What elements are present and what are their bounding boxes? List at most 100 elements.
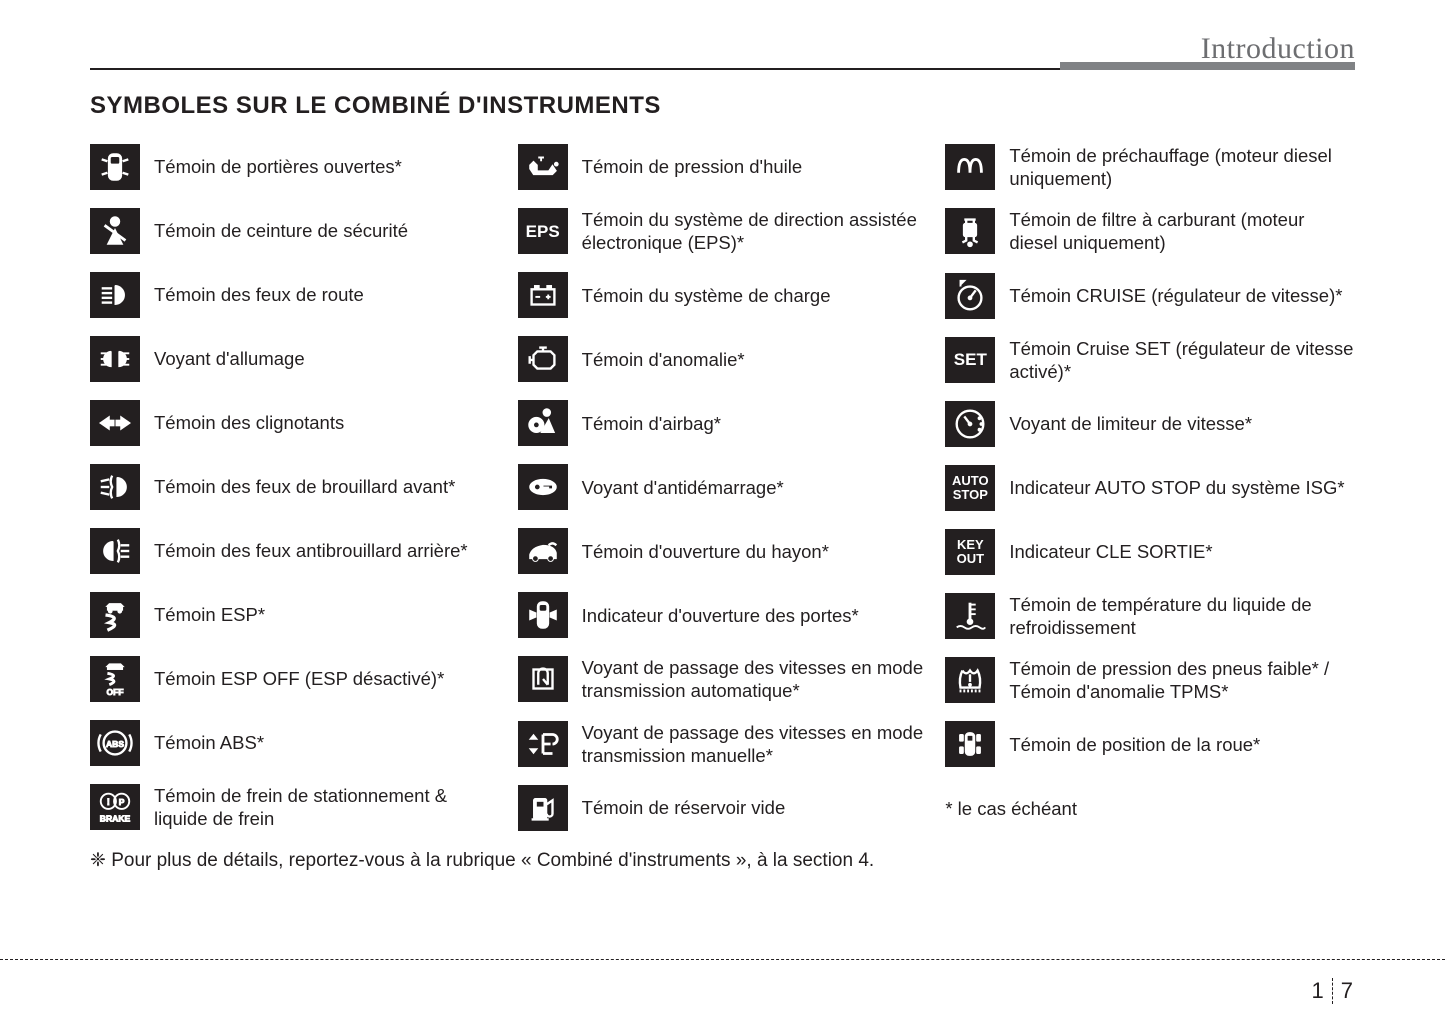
page-separator-dashed (0, 959, 1445, 960)
glow-plug-icon (945, 144, 995, 190)
symbol-row: Témoin de préchauffage (moteur diesel un… (945, 144, 1355, 190)
asterisk-note: * le cas échéant (945, 797, 1077, 820)
symbol-label: Témoin d'ouverture du hayon* (582, 540, 829, 563)
speed-limit-icon (945, 401, 995, 447)
symbol-label: Témoin CRUISE (régulateur de vitesse)* (1009, 284, 1342, 307)
cruise-icon (945, 273, 995, 319)
symbol-row: Témoin d'ouverture du hayon* (518, 528, 928, 574)
symbol-label: Témoin ESP OFF (ESP désactivé)* (154, 667, 444, 690)
svg-text:P: P (119, 797, 125, 807)
abs-icon: ABS (90, 720, 140, 766)
symbol-label: Voyant de passage des vitesses en mode t… (582, 721, 928, 767)
symbol-row: Indicateur d'ouverture des portes* (518, 592, 928, 638)
symbol-label: Témoin ABS* (154, 731, 264, 754)
symbol-row: Témoin des feux de route (90, 272, 500, 318)
door-ajar-icon (90, 144, 140, 190)
check-engine-icon (518, 336, 568, 382)
symbols-grid: Témoin de portières ouvertes* Témoin de … (90, 144, 1355, 831)
esp-off-icon: OFF (90, 656, 140, 702)
symbol-label: Voyant de passage des vitesses en mode t… (582, 656, 928, 702)
fuel-filter-icon (945, 208, 995, 254)
immobilizer-icon (518, 464, 568, 510)
symbol-row: KEY OUT Indicateur CLE SORTIE* (945, 529, 1355, 575)
wheel-position-icon (945, 721, 995, 767)
symbol-row: Témoin de position de la roue* (945, 721, 1355, 767)
symbol-label: Témoin de préchauffage (moteur diesel un… (1009, 144, 1355, 190)
page-number-separator (1332, 978, 1333, 1004)
symbol-row: Témoin des feux de brouillard avant* (90, 464, 500, 510)
symbol-row: Témoin de ceinture de sécurité (90, 208, 500, 254)
symbol-label: Indicateur d'ouverture des portes* (582, 604, 859, 627)
symbol-label: Témoin de pression d'huile (582, 155, 803, 178)
auto-stop-icon: AUTO STOP (945, 465, 995, 511)
symbol-label: Voyant d'antidémarrage* (582, 476, 784, 499)
symbol-row: Témoin d'airbag* (518, 400, 928, 446)
symbol-label: Témoin de portières ouvertes* (154, 155, 402, 178)
symbol-row: EPS Témoin du système de direction assis… (518, 208, 928, 254)
symbol-label: Témoin de pression des pneus faible* / T… (1009, 657, 1355, 703)
trunk-open-icon (518, 528, 568, 574)
symbol-label: Témoin du système de charge (582, 284, 831, 307)
symbol-label: Témoin de filtre à carburant (moteur die… (1009, 208, 1355, 254)
symbol-label: Témoin de ceinture de sécurité (154, 219, 408, 242)
symbol-label: Témoin ESP* (154, 603, 265, 626)
symbol-row: Témoin de filtre à carburant (moteur die… (945, 208, 1355, 254)
esp-icon (90, 592, 140, 638)
rear-fog-icon (90, 528, 140, 574)
airbag-icon (518, 400, 568, 446)
symbol-row: Témoin des clignotants (90, 400, 500, 446)
battery-icon (518, 272, 568, 318)
eps-icon: EPS (518, 208, 568, 254)
fuel-icon (518, 785, 568, 831)
symbol-label: Voyant de limiteur de vitesse* (1009, 412, 1252, 435)
coolant-temp-icon (945, 593, 995, 639)
symbol-label: Témoin de frein de stationnement & liqui… (154, 784, 500, 830)
symbol-label: Témoin des feux de brouillard avant* (154, 475, 455, 498)
symbol-label: Témoin d'airbag* (582, 412, 721, 435)
symbol-row: Témoin d'anomalie* (518, 336, 928, 382)
symbol-row: Témoin des feux antibrouillard arrière* (90, 528, 500, 574)
page-header: Introduction (90, 28, 1355, 70)
symbol-row: Voyant d'antidémarrage* (518, 464, 928, 510)
symbol-row: Témoin de réservoir vide (518, 785, 928, 831)
symbol-label: Voyant d'allumage (154, 347, 305, 370)
symbol-label: Témoin des clignotants (154, 411, 344, 434)
oil-pressure-icon (518, 144, 568, 190)
tpms-icon (945, 657, 995, 703)
symbol-label: Témoin d'anomalie* (582, 348, 745, 371)
symbol-label: Témoin des feux antibrouillard arrière* (154, 539, 468, 562)
footnote: ❈ Pour plus de détails, reportez-vous à … (90, 849, 1355, 872)
symbol-row: Voyant d'allumage (90, 336, 500, 382)
symbol-row: Voyant de passage des vitesses en mode t… (518, 721, 928, 767)
svg-text:!: ! (107, 797, 110, 808)
page-number-value: 7 (1341, 978, 1353, 1004)
light-on-icon (90, 336, 140, 382)
cruise-set-icon: SET (945, 337, 995, 383)
svg-text:BRAKE: BRAKE (100, 813, 131, 823)
high-beam-icon (90, 272, 140, 318)
brake-icon: ! P BRAKE (90, 784, 140, 830)
key-out-icon: KEY OUT (945, 529, 995, 575)
symbol-label: Témoin de position de la roue* (1009, 733, 1260, 756)
symbol-row: AUTO STOP Indicateur AUTO STOP du systèm… (945, 465, 1355, 511)
page-title: SYMBOLES SUR LE COMBINÉ D'INSTRUMENTS (90, 92, 1355, 120)
symbol-label: Témoin des feux de route (154, 283, 364, 306)
symbol-label: Témoin du système de direction assistée … (582, 208, 928, 254)
front-fog-icon (90, 464, 140, 510)
turn-signal-icon (90, 400, 140, 446)
svg-text:OFF: OFF (106, 687, 123, 697)
symbol-row: Témoin de portières ouvertes* (90, 144, 500, 190)
symbol-label: Indicateur AUTO STOP du système ISG* (1009, 476, 1344, 499)
symbol-row: Témoin ESP* (90, 592, 500, 638)
seatbelt-icon (90, 208, 140, 254)
svg-text:ABS: ABS (106, 739, 124, 749)
symbol-row: ABS Témoin ABS* (90, 720, 500, 766)
symbol-row: SET Témoin Cruise SET (régulateur de vit… (945, 337, 1355, 383)
symbol-row: Témoin de pression d'huile (518, 144, 928, 190)
door-open-icon (518, 592, 568, 638)
symbol-row: Témoin CRUISE (régulateur de vitesse)* (945, 273, 1355, 319)
symbol-label: Témoin de température du liquide de refr… (1009, 593, 1355, 639)
column-1: Témoin de portières ouvertes* Témoin de … (90, 144, 500, 831)
symbol-row: Voyant de passage des vitesses en mode t… (518, 656, 928, 702)
symbol-label: Témoin de réservoir vide (582, 796, 786, 819)
